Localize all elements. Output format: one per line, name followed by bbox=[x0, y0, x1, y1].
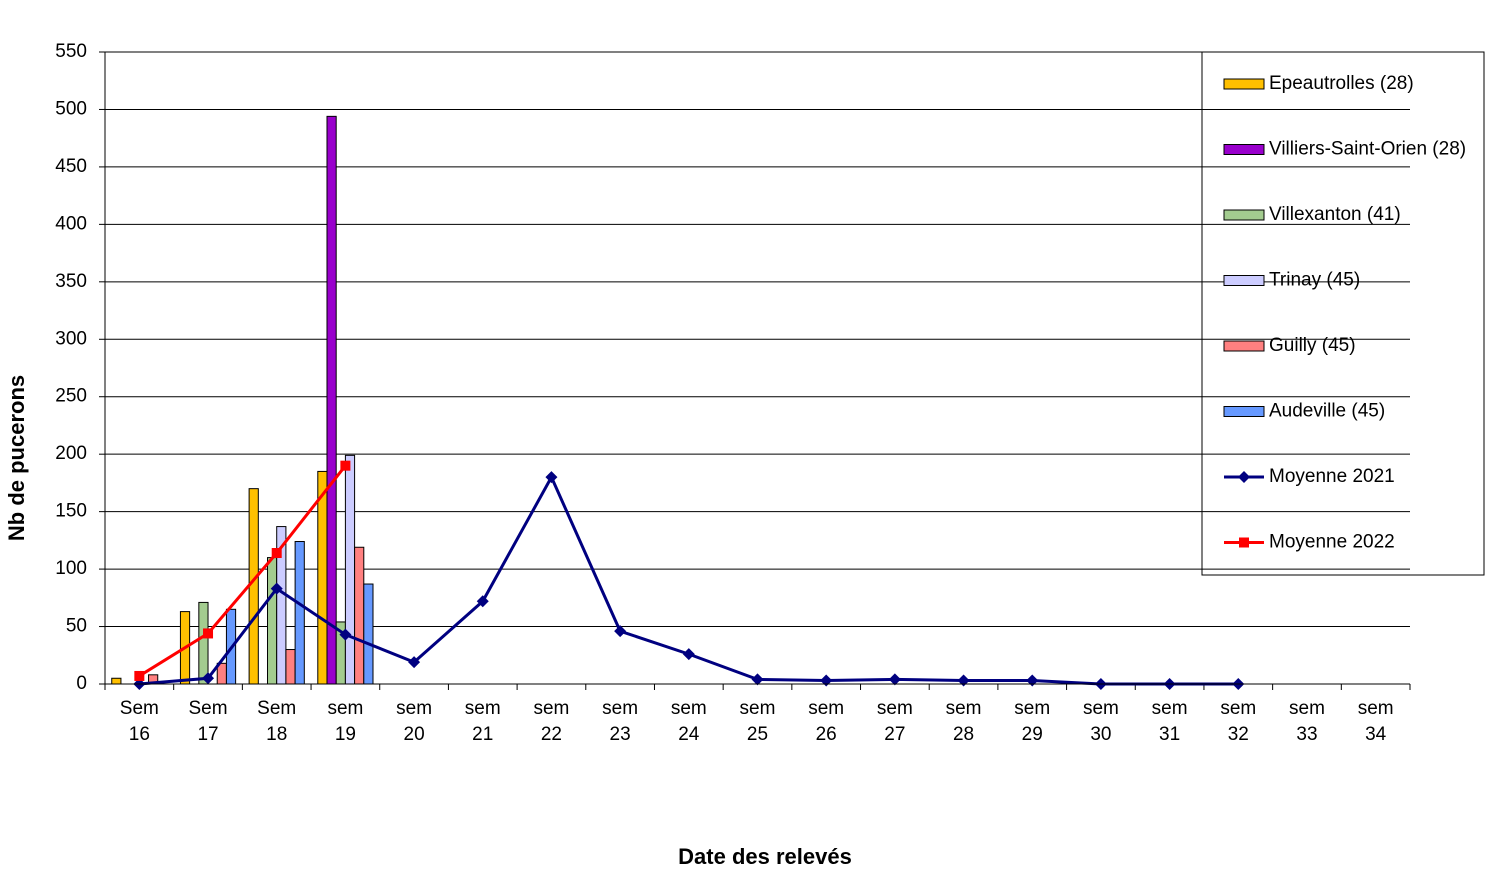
x-tick-label: sem 30 bbox=[1082, 698, 1119, 745]
x-tick-label: sem 29 bbox=[1014, 698, 1051, 745]
x-tick-label: sem 22 bbox=[533, 698, 570, 745]
point bbox=[682, 648, 695, 661]
x-tick-label: Sem 16 bbox=[119, 698, 159, 745]
x-tick-label: sem 21 bbox=[464, 698, 501, 745]
legend-label: Moyenne 2022 bbox=[1269, 532, 1395, 553]
x-tick-label: sem 31 bbox=[1151, 698, 1188, 745]
legend-label: Trinay (45) bbox=[1269, 270, 1360, 291]
x-tick-label: sem 20 bbox=[396, 698, 433, 745]
x-tick-label: Sem 18 bbox=[257, 698, 297, 745]
y-tick-label: 500 bbox=[55, 98, 87, 119]
bar bbox=[285, 649, 296, 685]
bar bbox=[111, 677, 122, 685]
point bbox=[957, 674, 970, 687]
legend-swatch bbox=[1223, 340, 1265, 352]
legend-swatch bbox=[1223, 78, 1265, 90]
legend-swatch bbox=[1223, 209, 1265, 221]
bar bbox=[354, 546, 365, 685]
y-tick-label: 200 bbox=[55, 443, 87, 464]
y-axis-title: Nb de pucerons bbox=[4, 375, 29, 541]
legend-label: Villexanton (41) bbox=[1269, 204, 1401, 225]
legend-swatch bbox=[1223, 406, 1265, 417]
legend-marker bbox=[1239, 537, 1249, 548]
x-tick-label: sem 32 bbox=[1220, 698, 1257, 745]
bar bbox=[294, 541, 305, 685]
legend-label: Audeville (45) bbox=[1269, 401, 1385, 422]
point bbox=[408, 656, 421, 669]
bar bbox=[326, 115, 337, 685]
point bbox=[476, 595, 489, 608]
bar bbox=[317, 470, 328, 685]
x-tick-label: sem 27 bbox=[876, 698, 913, 745]
legend-label: Epeautrolles (28) bbox=[1269, 73, 1414, 94]
x-tick-label: sem 25 bbox=[739, 698, 776, 745]
legend-label: Villiers-Saint-Orien (28) bbox=[1269, 139, 1466, 160]
point bbox=[545, 471, 558, 484]
x-tick-label: sem 24 bbox=[670, 698, 707, 745]
bar bbox=[248, 488, 259, 685]
y-tick-label: 100 bbox=[55, 558, 87, 579]
x-tick-label: sem 23 bbox=[602, 698, 639, 745]
x-tick-label: Sem 17 bbox=[188, 698, 228, 745]
legend-marker bbox=[1238, 471, 1250, 483]
point bbox=[134, 670, 145, 681]
legend-swatch bbox=[1223, 144, 1265, 155]
point bbox=[339, 628, 352, 641]
point bbox=[820, 674, 833, 687]
x-tick-label: sem 28 bbox=[945, 698, 982, 745]
y-tick-label: 150 bbox=[55, 501, 87, 522]
bar bbox=[344, 454, 356, 685]
point bbox=[888, 673, 901, 686]
bar bbox=[198, 601, 209, 685]
y-tick-label: 250 bbox=[55, 386, 87, 407]
point bbox=[202, 672, 215, 685]
bar bbox=[267, 557, 278, 685]
x-tick-label: sem 26 bbox=[808, 698, 845, 745]
y-tick-label: 350 bbox=[55, 271, 87, 292]
point bbox=[270, 582, 283, 595]
legend-swatch bbox=[1223, 275, 1265, 286]
x-tick-label: sem 34 bbox=[1357, 698, 1394, 745]
legend-label: Moyenne 2021 bbox=[1269, 466, 1395, 487]
y-tick-label: 50 bbox=[66, 616, 87, 637]
x-tick-label: sem 19 bbox=[327, 698, 364, 745]
point bbox=[340, 460, 351, 471]
point bbox=[1026, 674, 1039, 687]
y-tick-label: 300 bbox=[55, 328, 87, 349]
point bbox=[614, 625, 627, 638]
legend-label: Guilly (45) bbox=[1269, 335, 1356, 356]
point bbox=[203, 628, 214, 639]
x-axis-title: Date des relevés bbox=[678, 844, 852, 869]
legend-box bbox=[1201, 51, 1485, 576]
y-tick-label: 400 bbox=[55, 213, 87, 234]
y-tick-label: 550 bbox=[55, 41, 87, 62]
point bbox=[271, 548, 282, 559]
line bbox=[138, 464, 347, 678]
y-tick-label: 0 bbox=[76, 673, 87, 694]
x-tick-label: sem 33 bbox=[1289, 698, 1325, 745]
y-tick-label: 450 bbox=[55, 156, 87, 177]
bar bbox=[363, 583, 374, 685]
point bbox=[751, 673, 764, 686]
